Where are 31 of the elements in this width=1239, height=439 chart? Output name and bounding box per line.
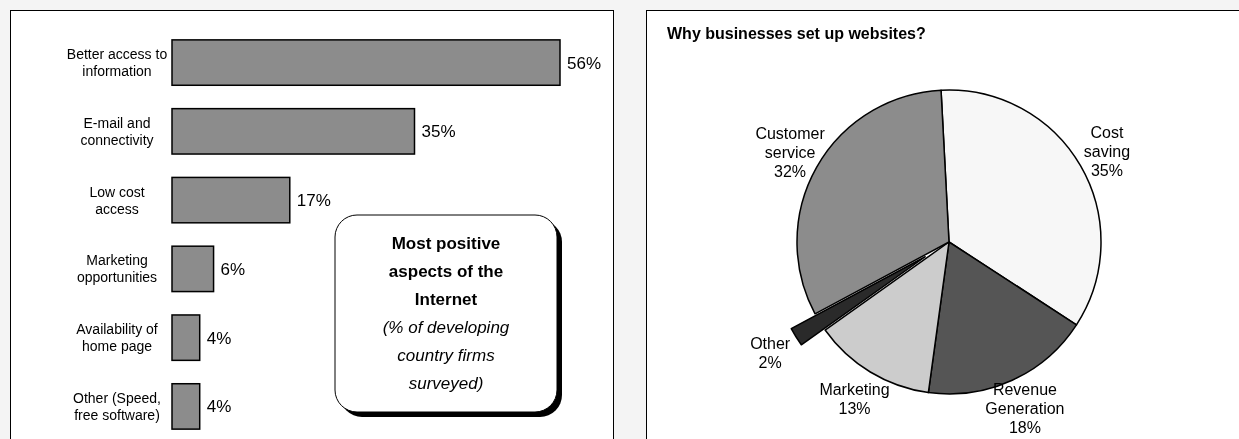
bar (171, 107, 416, 155)
y-tick-label: Low cost access (89, 183, 145, 217)
data-label: 17% (296, 191, 331, 211)
y-tick-label: Marketing opportunities (76, 252, 158, 286)
bar (171, 245, 215, 293)
data-label: 6% (220, 259, 246, 279)
data-label: 32% (774, 163, 807, 181)
bar (171, 176, 291, 224)
data-label: 2% (758, 354, 782, 372)
slice-label: Marketing (819, 380, 890, 398)
slice-label: Revenue Generation (985, 380, 1065, 417)
y-tick-label: E-mail and connectivity (80, 114, 154, 148)
data-label: 4% (206, 397, 232, 417)
slice-label: Customer service (755, 125, 826, 162)
data-label: 35% (1090, 161, 1123, 179)
bar (171, 314, 201, 362)
data-label: 35% (421, 122, 456, 142)
text: (% of developing country firms surveyed) (382, 318, 510, 393)
slice-label: Other (750, 335, 791, 353)
y-tick-label: Better access to information (66, 46, 168, 80)
data-label: 4% (206, 328, 232, 348)
bar (171, 382, 201, 430)
y-tick-label: Other (Speed, free software) (73, 389, 161, 423)
bar (171, 39, 561, 87)
text: Most positive aspects of the Internet (388, 234, 504, 309)
slice-label: Cost saving (1083, 123, 1131, 160)
data-label: 56% (567, 53, 602, 73)
y-tick-label: Availability of home page (76, 321, 158, 355)
chart-title: Why businesses set up websites? (667, 25, 926, 42)
data-label: 13% (838, 399, 871, 417)
data-label: 18% (1008, 418, 1041, 436)
